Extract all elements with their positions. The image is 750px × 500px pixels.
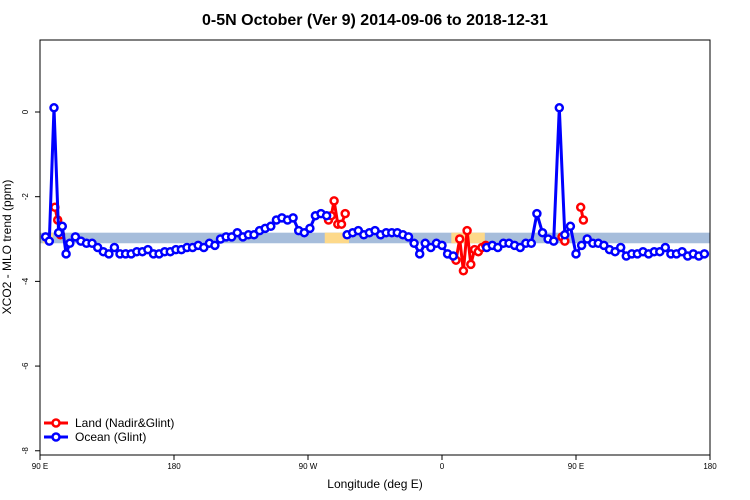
ocean-band [40,232,710,244]
plot-frame [39,39,711,456]
ocean-point [44,236,55,246]
ocean-point [537,227,548,238]
ocean-point [57,221,68,232]
ocean-point [699,249,710,259]
ocean-point [61,249,71,259]
land-point [340,208,350,219]
land-point [578,215,589,225]
legend-label: Land (Nadir&Glint) [75,416,174,430]
series-layer [40,103,710,276]
land-point [458,266,469,276]
legend-swatch-marker [51,418,61,428]
x-tick-label: 180 [703,462,717,471]
legend-item-land: Land (Nadir&Glint) [44,416,174,430]
ocean-point [104,249,114,259]
ocean-point [526,238,537,249]
ocean-series-line [44,106,328,256]
ocean-point [576,240,587,251]
y-axis-label: XCO2 - MLO trend (ppm) [0,180,14,315]
ocean-point [305,223,315,234]
legend-swatch-marker [51,432,61,442]
y-tick-label: -6 [21,362,30,370]
x-tick-label: 90 E [32,462,48,471]
ocean-point [266,221,276,232]
land-point [329,196,339,206]
ocean-point [437,240,447,251]
ocean-point [560,230,570,240]
land-point [336,219,347,229]
ocean-point [403,232,414,242]
land-point [575,202,586,213]
ocean-point [660,242,671,253]
ocean-point [532,208,542,219]
ocean-point [448,251,458,261]
legend-item-ocean: Ocean (Glint) [44,430,146,444]
ocean-point [565,221,576,232]
land-point [454,234,465,244]
legend: Land (Nadir&Glint)Ocean (Glint) [44,416,174,444]
x-tick-label: 180 [167,462,181,471]
ocean-point [65,238,75,249]
y-tick-label: -4 [21,277,30,285]
ocean-point [615,242,626,253]
x-axis-label: Longitude (deg E) [327,477,422,491]
land-point [462,225,472,236]
ocean-point [109,242,120,253]
ocean-point [554,103,565,113]
ocean-point [210,240,220,251]
land-point [466,259,476,270]
chart-title: 0-5N October (Ver 9) 2014-09-06 to 2018-… [202,12,548,29]
ocean-point [548,236,559,246]
y-tick-label: -2 [21,193,30,201]
x-tick-label: 90 E [568,462,584,471]
land-band [324,232,349,244]
legend-label: Ocean (Glint) [75,430,146,444]
x-tick-label: 0 [440,462,445,471]
y-tick-label: -8 [21,447,30,455]
y-axis: 0 -2 -4 -6 -8 [21,109,40,454]
ocean-point [414,249,425,259]
ocean-point [49,103,59,113]
x-axis: 90 E 180 90 W 0 90 E 180 [32,455,717,471]
y-tick-label: 0 [21,109,30,114]
ocean-point [571,249,581,259]
ocean-point [409,238,419,249]
ocean-point [288,213,298,223]
x-tick-label: 90 W [299,462,318,471]
ocean-point [321,210,332,221]
